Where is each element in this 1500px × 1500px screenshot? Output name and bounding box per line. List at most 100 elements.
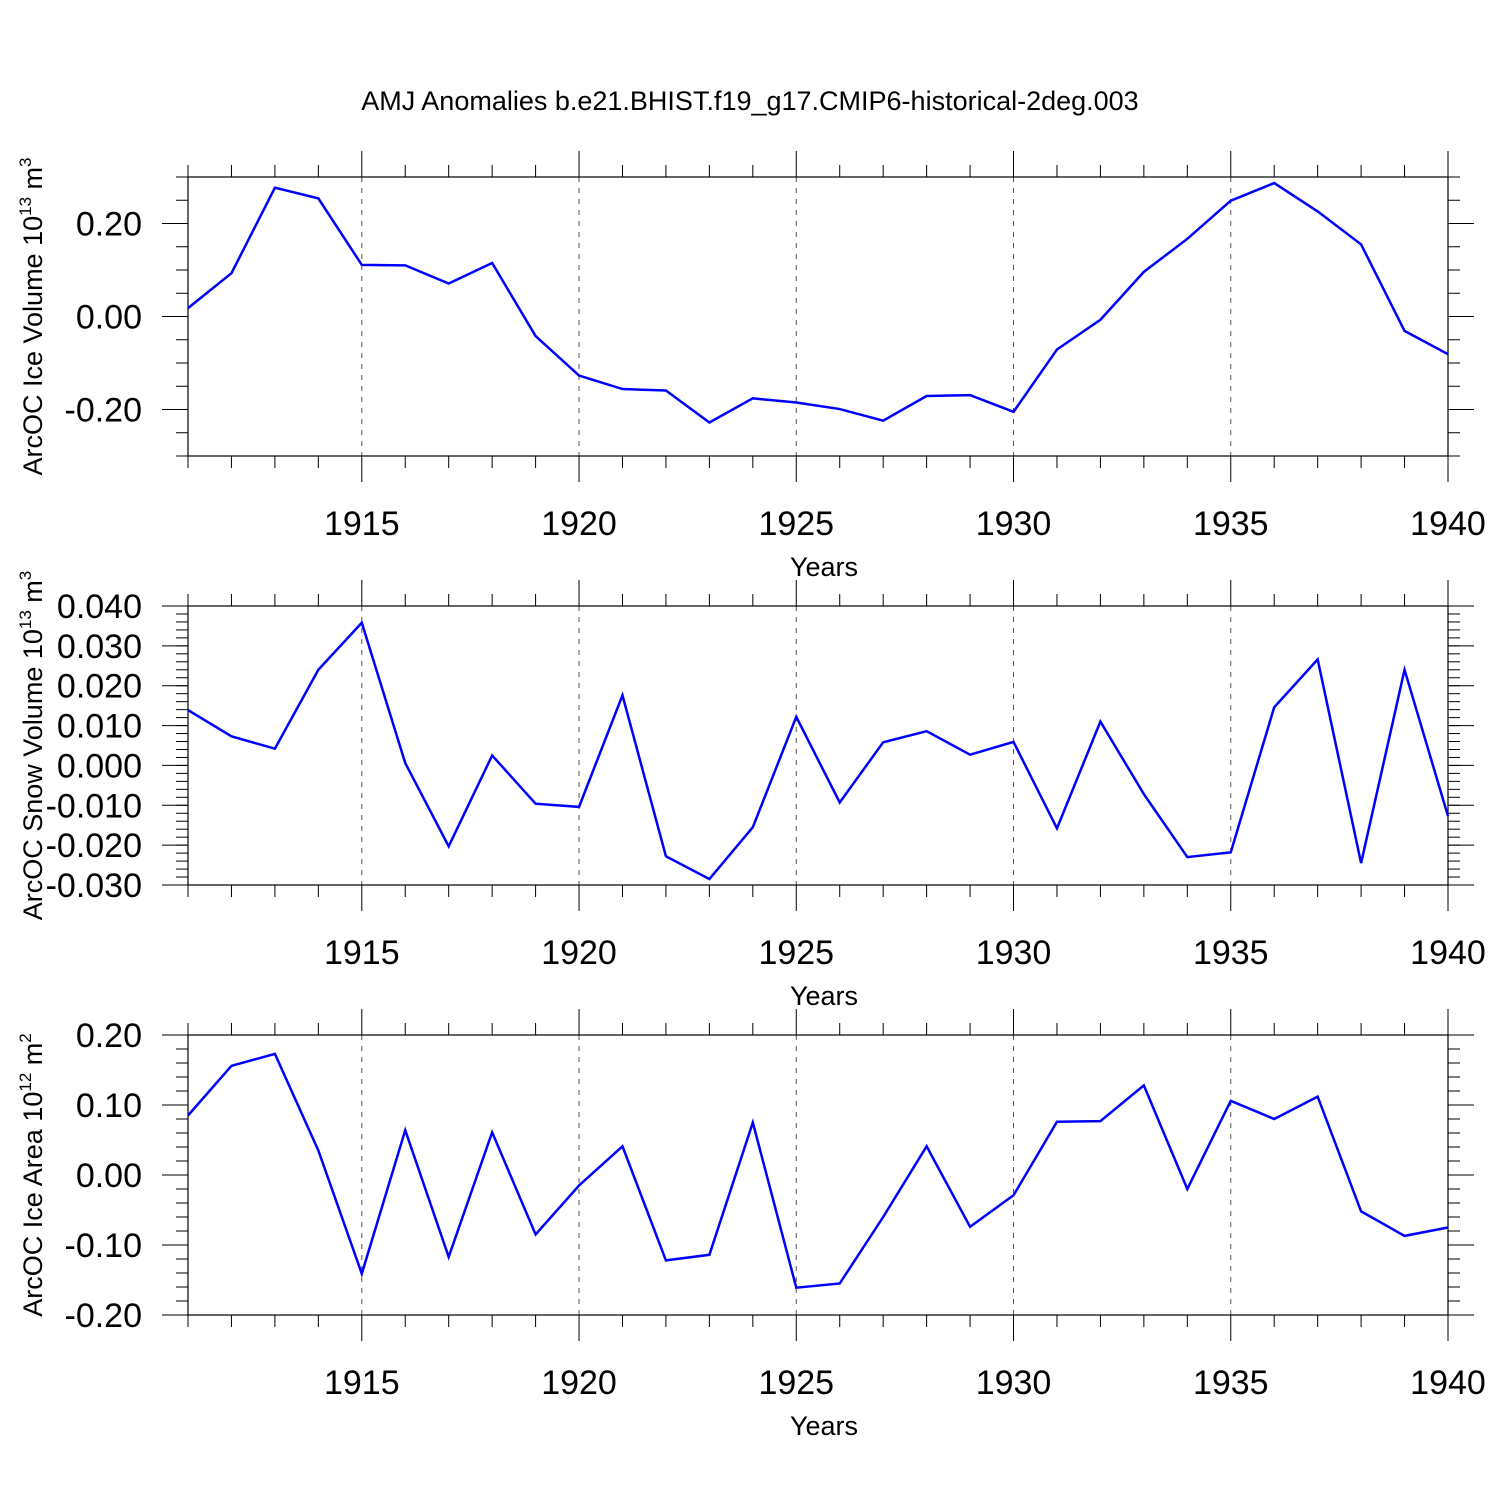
data-point: [490, 1130, 494, 1134]
y-axis-label: ArcOC Ice Volume 1013 m3: [16, 157, 48, 475]
data-point: [273, 186, 277, 190]
data-point: [534, 1233, 538, 1237]
y-axis-label-text: ArcOC Ice Area 10: [18, 1092, 48, 1317]
data-point: [1012, 740, 1016, 744]
y-tick-label: -0.020: [46, 827, 142, 865]
data-point: [229, 734, 233, 738]
data-point: [1055, 348, 1059, 352]
data-point: [838, 407, 842, 411]
data-point: [751, 396, 755, 400]
data-point: [1403, 668, 1407, 672]
data-point: [751, 1121, 755, 1125]
data-point: [1055, 826, 1059, 830]
data-point: [794, 1286, 798, 1290]
data-point: [1229, 199, 1233, 203]
y-tick-label: -0.10: [65, 1227, 143, 1265]
data-point: [707, 877, 711, 881]
y-axis-label-unit: m: [18, 580, 48, 610]
data-point: [794, 401, 798, 405]
data-point: [534, 802, 538, 806]
chart-panel-3: -0.20 -0.10 0.00 0.10 0.20 1915 1920 1925 1930 19…: [16, 1009, 1486, 1441]
y-tick-label: 0.10: [76, 1087, 142, 1125]
x-tick-label: 1930: [976, 505, 1052, 543]
data-point: [1098, 318, 1102, 322]
data-point: [838, 800, 842, 804]
data-point: [1055, 1120, 1059, 1124]
data-point: [186, 708, 190, 712]
data-point: [403, 1128, 407, 1132]
y-tick-label: 0.20: [76, 206, 142, 244]
data-point: [273, 747, 277, 751]
x-tick-label: 1920: [541, 934, 617, 972]
data-point: [186, 306, 190, 310]
data-point: [1229, 850, 1233, 854]
y-axis-label-exponent: 13: [16, 610, 35, 629]
x-tick-label: 1920: [541, 1364, 617, 1402]
y-axis-label-unit-exponent: 2: [16, 1033, 35, 1042]
data-point: [794, 715, 798, 719]
data-point: [1185, 1187, 1189, 1191]
chart-panel-1: -0.20 0.00 0.20 1915 1920 1925 1930 1935 1940 Yea…: [16, 151, 1486, 582]
y-axis-label: ArcOC Snow Volume 1013 m3: [16, 571, 48, 921]
data-point: [925, 394, 929, 398]
data-point: [1272, 705, 1276, 709]
data-point: [316, 668, 320, 672]
data-point: [968, 753, 972, 757]
data-point: [620, 1144, 624, 1148]
data-point: [534, 334, 538, 338]
panels: -0.20 0.00 0.20 1915 1920 1925 1930 1935 1940 Yea…: [16, 151, 1486, 1441]
data-point: [447, 844, 451, 848]
data-point: [1098, 1119, 1102, 1123]
x-tick-label: 1935: [1193, 934, 1269, 972]
x-tick-label: 1940: [1410, 934, 1486, 972]
plot-frame: [187, 176, 1449, 457]
data-point: [1229, 1099, 1233, 1103]
y-axis-label-unit-exponent: 3: [16, 571, 35, 580]
data-point: [881, 419, 885, 423]
x-axis-label: Years: [790, 1411, 858, 1441]
y-axis-label-exponent: 13: [16, 197, 35, 216]
data-point: [1098, 720, 1102, 724]
y-axis-label: ArcOC Ice Area 1012 m2: [16, 1033, 48, 1317]
y-axis-label-exponent: 12: [16, 1073, 35, 1092]
data-point: [1012, 1193, 1016, 1197]
x-tick-label: 1935: [1193, 505, 1269, 543]
data-point: [229, 1064, 233, 1068]
data-point: [1403, 329, 1407, 333]
y-tick-label: -0.20: [65, 1297, 143, 1335]
y-tick-label: -0.20: [65, 392, 143, 430]
data-point: [707, 1253, 711, 1257]
x-tick-label: 1915: [324, 1364, 400, 1402]
x-tick-label: 1925: [758, 934, 834, 972]
data-point: [707, 421, 711, 425]
data-point: [1272, 1117, 1276, 1121]
y-tick-label: -0.010: [46, 787, 142, 825]
y-tick-label: 0.010: [57, 708, 142, 746]
data-point: [403, 761, 407, 765]
x-axis-label: Years: [790, 981, 858, 1011]
data-point: [186, 1114, 190, 1118]
data-point: [1142, 792, 1146, 796]
figure-title: AMJ Anomalies b.e21.BHIST.f19_g17.CMIP6-…: [361, 86, 1138, 116]
x-tick-label: 1940: [1410, 1364, 1486, 1402]
x-axis-label: Years: [790, 552, 858, 582]
plot-frame: [187, 1034, 1449, 1316]
y-tick-label: 0.020: [57, 668, 142, 706]
x-tick-label: 1930: [976, 934, 1052, 972]
data-point: [664, 388, 668, 392]
data-point: [447, 1255, 451, 1259]
data-point: [1446, 1226, 1450, 1230]
data-point: [664, 854, 668, 858]
data-point: [1316, 209, 1320, 213]
data-point: [1142, 270, 1146, 274]
data-point: [360, 621, 364, 625]
data-point: [273, 1052, 277, 1056]
y-tick-label: 0.00: [76, 1157, 142, 1195]
data-point: [490, 261, 494, 265]
data-point: [1142, 1083, 1146, 1087]
data-point: [403, 263, 407, 267]
y-tick-label: 0.00: [76, 299, 142, 337]
y-tick-label: 0.000: [57, 747, 142, 785]
x-tick-label: 1925: [758, 1364, 834, 1402]
